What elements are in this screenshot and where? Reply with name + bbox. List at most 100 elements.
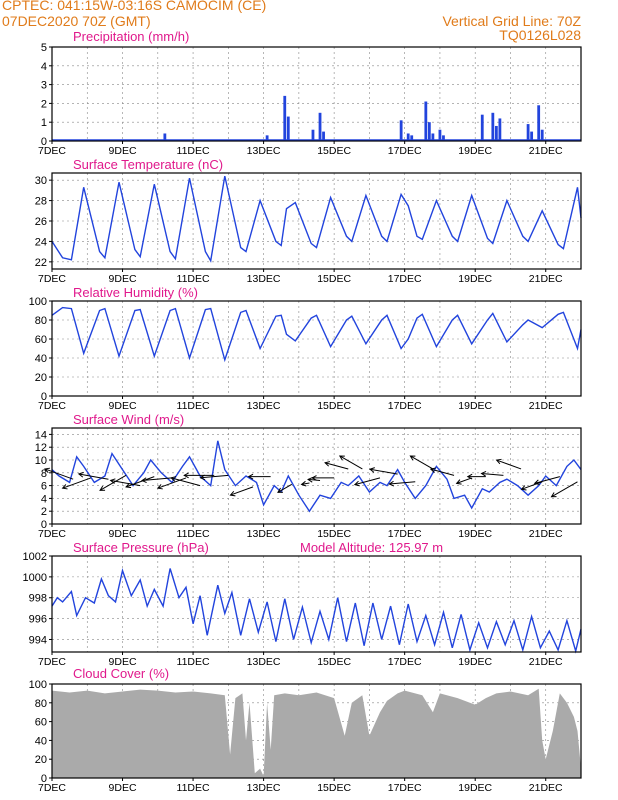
x-tick-label: 17DEC (388, 656, 422, 668)
panel-title: Relative Humidity (%) (73, 285, 198, 300)
x-tick-label: 17DEC (388, 782, 422, 794)
wind-arrow-head (520, 485, 527, 491)
x-tick-label: 19DEC (458, 400, 492, 412)
wind-arrow-head (156, 484, 163, 490)
panel-frame (51, 172, 582, 270)
y-tick-label: 996 (29, 614, 47, 626)
precip-bar (410, 135, 414, 141)
wind-arrow (521, 481, 543, 490)
wind-arrow (389, 481, 416, 485)
wind-arrow (354, 477, 381, 486)
x-tick-label: 9DEC (109, 782, 137, 794)
y-tick-label: 0 (41, 519, 47, 531)
wind-arrow-head (77, 471, 84, 478)
series-line (51, 175, 582, 263)
x-tick-label: 13DEC (247, 782, 281, 794)
wind-arrow (78, 473, 109, 480)
wind-arrow (157, 477, 187, 489)
y-tick-label: 998 (29, 593, 47, 605)
wind-arrow (324, 462, 349, 470)
panel-title: Surface Pressure (hPa) (73, 540, 209, 555)
wind-arrow-head (300, 480, 307, 487)
wind-arrow-head (183, 472, 189, 479)
x-tick-label: 19DEC (458, 782, 492, 794)
series-line (51, 306, 582, 363)
y-tick-label: 3 (41, 80, 47, 92)
y-tick-label: 10 (35, 455, 47, 467)
y-tick-label: 6 (41, 481, 47, 493)
x-tick-label: 11DEC (177, 782, 210, 794)
wind-arrow-head (109, 478, 116, 484)
y-tick-label: 100 (29, 679, 47, 691)
precip-bar (540, 129, 544, 141)
wind-arrow (481, 472, 504, 476)
x-tick-label: 21DEC (529, 528, 563, 540)
wind-arrow-head (369, 467, 375, 473)
y-tick-label: 2 (41, 98, 47, 110)
precip-bar (494, 125, 498, 141)
panel-title: Cloud Cover (%) (73, 666, 169, 681)
y-tick-label: 22 (35, 257, 47, 269)
y-tick-label: 20 (35, 754, 47, 766)
x-tick-label: 21DEC (529, 145, 563, 157)
y-tick-label: 80 (35, 698, 47, 710)
x-tick-label: 7DEC (38, 528, 66, 540)
header-grid-line: Vertical Grid Line: 70Z (442, 13, 581, 29)
precip-bar (265, 135, 269, 141)
wind-arrow-head (455, 479, 462, 485)
wind-arrow (551, 481, 578, 498)
wind-arrow (496, 459, 522, 470)
y-tick-label: 20 (35, 372, 47, 384)
x-tick-label: 21DEC (529, 400, 563, 412)
wind-arrow (171, 477, 201, 487)
wind-arrow (277, 483, 293, 493)
wind-arrow (308, 478, 321, 481)
precip-bar (438, 129, 442, 141)
wind-arrow-head (311, 475, 317, 481)
panel-annotation: Model Altitude: 125.97 m (300, 540, 443, 555)
y-tick-label: 100 (29, 296, 47, 308)
y-tick-label: 1000 (23, 572, 47, 584)
x-tick-label: 11DEC (177, 528, 210, 540)
y-tick-label: 40 (35, 353, 47, 365)
wind-arrow (141, 477, 172, 482)
precip-bar (427, 122, 431, 141)
x-tick-label: 11DEC (177, 273, 210, 285)
wind-arrow-head (43, 467, 50, 474)
wind-arrow (430, 468, 455, 476)
x-tick-label: 15DEC (317, 656, 351, 668)
wind-arrow-head (429, 467, 436, 473)
precip-bar (491, 112, 495, 141)
x-tick-label: 7DEC (38, 145, 66, 157)
y-tick-label: 1 (41, 117, 47, 129)
wind-arrow-head (550, 492, 557, 498)
x-tick-label: 11DEC (177, 656, 210, 668)
x-tick-label: 17DEC (388, 145, 422, 157)
y-tick-label: 8 (41, 468, 47, 480)
panel-frame (51, 555, 582, 653)
y-tick-label: 60 (35, 334, 47, 346)
wind-arrow-head (480, 470, 487, 477)
header-run-id: TQ0126L028 (499, 27, 581, 43)
y-tick-label: 0 (41, 136, 47, 148)
wind-arrow-head (125, 482, 132, 489)
x-tick-label: 15DEC (317, 145, 351, 157)
x-tick-label: 19DEC (458, 528, 492, 540)
precip-bar (399, 120, 403, 141)
y-tick-label: 12 (35, 442, 47, 454)
x-tick-label: 9DEC (109, 273, 137, 285)
x-tick-label: 13DEC (247, 273, 281, 285)
y-tick-label: 60 (35, 717, 47, 729)
x-tick-label: 9DEC (109, 528, 137, 540)
wind-arrow-head (229, 491, 236, 497)
y-tick-label: 994 (29, 634, 47, 646)
wind-arrow-head (495, 458, 502, 465)
y-tick-label: 14 (35, 429, 47, 441)
wind-arrow (369, 468, 398, 475)
series-line (51, 440, 582, 513)
precip-bar (322, 131, 325, 141)
panel-frame (51, 683, 582, 779)
precip-bar (442, 135, 445, 141)
y-tick-label: 1002 (23, 551, 47, 563)
wind-arrow-head (199, 474, 206, 481)
